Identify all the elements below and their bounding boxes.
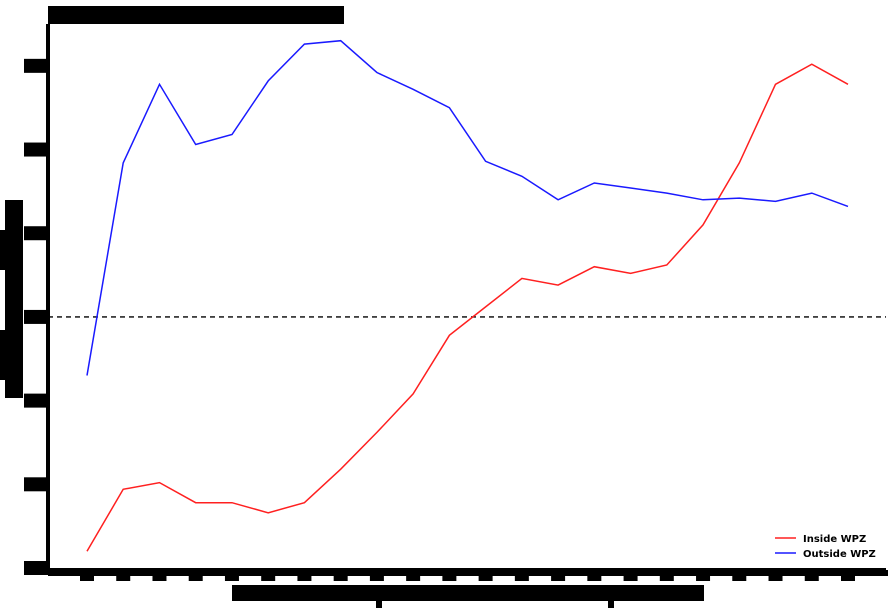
- y-tick: [24, 142, 48, 157]
- y-ticks: [24, 58, 48, 575]
- y-tick: [24, 477, 48, 492]
- legend-label: Outside WPZ: [803, 549, 876, 560]
- y-tick: [24, 309, 48, 324]
- chart-title: [48, 6, 344, 24]
- y-tick: [24, 561, 48, 575]
- legend: Inside WPZ Outside WPZ: [775, 534, 876, 560]
- y-tick: [24, 226, 48, 241]
- legend-label: Inside WPZ: [803, 534, 866, 545]
- x-tick-label-band: [48, 570, 888, 576]
- series-line-inside-wpz: [86, 63, 849, 552]
- series-line-outside-wpz: [86, 39, 849, 376]
- y-tick: [24, 393, 48, 408]
- x-ticks: [48, 570, 888, 581]
- y-tick: [24, 58, 48, 73]
- x-axis-label-block: [232, 585, 704, 608]
- y-axis-label-block: [0, 200, 23, 398]
- y-axis-line: [46, 24, 50, 572]
- series-lines: [86, 39, 849, 552]
